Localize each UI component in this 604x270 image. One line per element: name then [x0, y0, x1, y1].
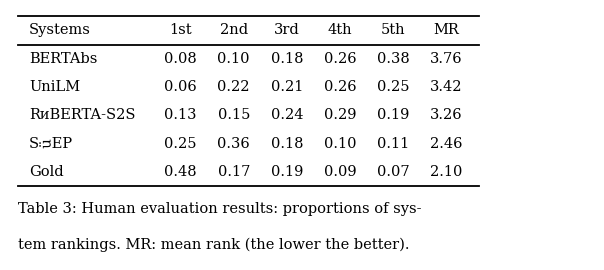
Text: Systems: Systems	[29, 23, 91, 37]
Text: 2.10: 2.10	[430, 165, 463, 179]
Text: 2.46: 2.46	[430, 137, 463, 151]
Text: 0.38: 0.38	[377, 52, 410, 66]
Text: 0.08: 0.08	[164, 52, 197, 66]
Text: UniLM: UniLM	[29, 80, 80, 94]
Text: 0.10: 0.10	[324, 137, 356, 151]
Text: 0.06: 0.06	[164, 80, 197, 94]
Text: BERTAbs: BERTAbs	[29, 52, 97, 66]
Text: 0.25: 0.25	[377, 80, 410, 94]
Text: 0.22: 0.22	[217, 80, 250, 94]
Text: 0.10: 0.10	[217, 52, 250, 66]
Text: 0.13: 0.13	[164, 109, 197, 122]
Text: 0.29: 0.29	[324, 109, 356, 122]
Text: 0.24: 0.24	[271, 109, 303, 122]
Text: 0.19: 0.19	[377, 109, 410, 122]
Text: 2nd: 2nd	[220, 23, 248, 37]
Text: 0.11: 0.11	[377, 137, 410, 151]
Text: 3.26: 3.26	[430, 109, 463, 122]
Text: 0.36: 0.36	[217, 137, 250, 151]
Text: RᴎBERTA-S2S: RᴎBERTA-S2S	[29, 109, 135, 122]
Text: 0.17: 0.17	[217, 165, 250, 179]
Text: 3rd: 3rd	[274, 23, 300, 37]
Text: 0.48: 0.48	[164, 165, 197, 179]
Text: 0.25: 0.25	[164, 137, 197, 151]
Text: 0.18: 0.18	[271, 52, 303, 66]
Text: 4th: 4th	[328, 23, 352, 37]
Text: 3.76: 3.76	[430, 52, 463, 66]
Text: 0.19: 0.19	[271, 165, 303, 179]
Text: 3.42: 3.42	[430, 80, 463, 94]
Text: 0.26: 0.26	[324, 80, 356, 94]
Text: 0.26: 0.26	[324, 52, 356, 66]
Text: tem rankings. MR: mean rank (the lower the better).: tem rankings. MR: mean rank (the lower t…	[18, 238, 410, 252]
Text: 5th: 5th	[381, 23, 405, 37]
Text: 0.15: 0.15	[217, 109, 250, 122]
Text: 0.09: 0.09	[324, 165, 356, 179]
Text: 1st: 1st	[169, 23, 192, 37]
Text: Gold: Gold	[29, 165, 63, 179]
Text: 0.21: 0.21	[271, 80, 303, 94]
Text: Table 3: Human evaluation results: proportions of sys-: Table 3: Human evaluation results: propo…	[18, 202, 422, 217]
Text: 0.18: 0.18	[271, 137, 303, 151]
Text: MR: MR	[434, 23, 459, 37]
Text: SᴞEP: SᴞEP	[29, 137, 73, 151]
Text: 0.07: 0.07	[377, 165, 410, 179]
